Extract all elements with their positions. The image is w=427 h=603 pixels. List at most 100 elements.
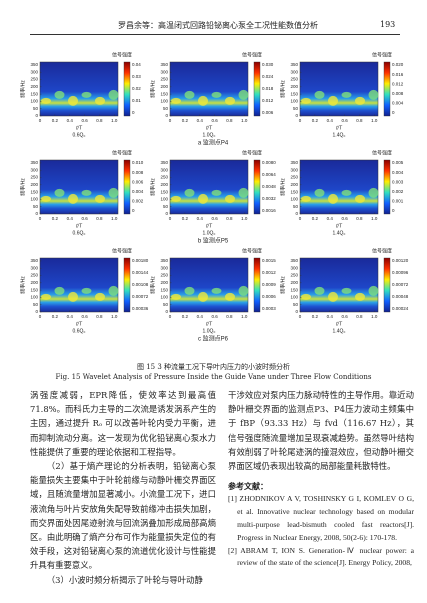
y-tick-label: 100 xyxy=(30,295,38,300)
colorbar-label: 信号强度 xyxy=(112,149,132,156)
left-column: 涡强度减弱，EPR降低，使效率达到最高值71.8%。而科氏力主导的二次流是诱发涡… xyxy=(30,388,216,587)
colorbar-label: 信号强度 xyxy=(242,149,262,156)
colorbar-tick-label: 0.00144 xyxy=(132,270,149,275)
x-tick-label: 0.4 xyxy=(197,118,204,123)
y-axis-label: 频率/Hz xyxy=(149,178,156,196)
heat-blob xyxy=(368,285,379,296)
heat-blob xyxy=(341,189,352,196)
colorbar-tick-label: 0.030 xyxy=(262,62,274,67)
x-tick-label: 0.2 xyxy=(312,118,319,123)
colorbar xyxy=(383,61,391,117)
x-tick-label: 0.6 xyxy=(341,314,348,319)
x-tick-label: 0.4 xyxy=(327,314,334,319)
heat-blob xyxy=(314,90,325,99)
y-tick-label: 150 xyxy=(290,91,298,96)
y-axis-label: 频率/Hz xyxy=(279,276,286,294)
y-tick-label: 150 xyxy=(290,287,298,292)
y-tick-label: 250 xyxy=(30,273,38,278)
x-tick-label: 0 xyxy=(299,118,302,123)
y-tick-label: 200 xyxy=(160,280,168,285)
y-tick-label: 300 xyxy=(290,69,298,74)
heat-blob xyxy=(171,293,181,300)
y-tick-label: 150 xyxy=(30,287,38,292)
y-tick-label: 200 xyxy=(30,84,38,89)
running-title: 罗昌余等：高温闭式回路铅铋离心泵全工况性能数值分析 xyxy=(118,21,318,30)
colorbar xyxy=(253,257,261,313)
heatmap xyxy=(39,61,119,117)
heatmap xyxy=(299,61,379,117)
colorbar-tick-label: 0.006 xyxy=(132,179,144,184)
colorbar-label: 信号强度 xyxy=(242,51,262,58)
heat-blob xyxy=(355,96,365,105)
x-tick-label: 0.6 xyxy=(81,216,88,221)
heat-blob xyxy=(81,287,92,294)
x-tick-label: 1.0 xyxy=(371,216,378,221)
y-tick-label: 100 xyxy=(290,295,298,300)
x-tick-label: 0.8 xyxy=(96,216,103,221)
colorbar-tick-label: 0 xyxy=(132,208,135,213)
colorbar-tick-label: 0.003 xyxy=(392,179,404,184)
y-tick-label: 250 xyxy=(160,175,168,180)
colorbar-tick-label: 0.00072 xyxy=(392,282,409,287)
figure-caption-cn: 图 15 3 种流量工况下导叶内压力的小波时频分析 xyxy=(136,363,291,371)
heat-blob xyxy=(328,95,338,106)
y-axis-label: 频率/Hz xyxy=(19,178,26,196)
heat-blob xyxy=(328,291,338,302)
colorbar-label: 信号强度 xyxy=(372,51,392,58)
colorbar-tick-label: 0 xyxy=(392,110,395,115)
y-tick-label: 300 xyxy=(290,265,298,270)
colorbar-tick-label: 0.002 xyxy=(392,189,404,194)
x-tick-label: 1.0 xyxy=(241,216,248,221)
y-axis-label: 频率/Hz xyxy=(19,276,26,294)
y-tick-label: 0 xyxy=(35,211,38,216)
y-tick-label: 0 xyxy=(295,211,298,216)
colorbar-tick-label: 0.03 xyxy=(132,74,141,79)
y-tick-label: 150 xyxy=(30,91,38,96)
y-tick-label: 50 xyxy=(293,204,299,209)
colorbar-tick-label: 0.004 xyxy=(132,189,144,194)
y-tick-label: 350 xyxy=(160,62,168,67)
row-caption: c 监测点P6 xyxy=(198,335,229,343)
x-tick-label: 0.2 xyxy=(312,216,319,221)
x-tick-label: 0.2 xyxy=(182,118,189,123)
heatmap xyxy=(39,257,119,313)
y-tick-label: 350 xyxy=(160,258,168,263)
colorbar-tick-label: 0.00108 xyxy=(132,282,149,287)
y-tick-label: 350 xyxy=(30,62,38,67)
colorbar-tick-label: 0.0009 xyxy=(262,282,276,287)
colorbar-tick-label: 0.0064 xyxy=(262,172,276,177)
y-tick-label: 300 xyxy=(30,167,38,172)
y-tick-label: 250 xyxy=(290,273,298,278)
condition-label: 1.0Q₀ xyxy=(203,132,216,138)
y-tick-label: 0 xyxy=(35,309,38,314)
heat-blob xyxy=(54,286,65,295)
y-tick-label: 150 xyxy=(30,189,38,194)
y-tick-label: 350 xyxy=(290,160,298,165)
x-tick-label: 0.4 xyxy=(327,216,334,221)
heat-blob xyxy=(238,285,249,296)
y-tick-label: 250 xyxy=(160,273,168,278)
y-tick-label: 100 xyxy=(160,295,168,300)
heatmap xyxy=(169,257,249,313)
y-tick-label: 200 xyxy=(290,280,298,285)
heat-blob xyxy=(54,188,65,197)
x-tick-label: 0.6 xyxy=(81,118,88,123)
y-tick-label: 250 xyxy=(30,77,38,82)
page-number: 193 xyxy=(380,20,396,29)
y-tick-label: 0 xyxy=(165,211,168,216)
heat-blob xyxy=(301,97,311,104)
figure: 信号强度0.040.030.020.010频率/Hz05010015020025… xyxy=(19,51,409,343)
y-axis-label: 频率/Hz xyxy=(279,80,286,98)
y-tick-label: 350 xyxy=(290,258,298,263)
x-tick-label: 1.0 xyxy=(111,314,118,319)
condition-label: 1.0Q₀ xyxy=(203,230,216,236)
heat-blob xyxy=(328,193,338,204)
colorbar-tick-label: 0.0006 xyxy=(262,294,276,299)
x-tick-label: 0 xyxy=(169,216,172,221)
heat-blob xyxy=(368,89,379,100)
heat-blob xyxy=(238,187,249,198)
heat-blob xyxy=(355,292,365,301)
paragraph: 干涉效应对泵内压力脉动特性的主导作用。靠近动静叶栅交界面的监测点P3、P4压力波… xyxy=(228,390,414,472)
y-tick-label: 100 xyxy=(160,197,168,202)
x-axis-label: t/T xyxy=(336,125,343,131)
